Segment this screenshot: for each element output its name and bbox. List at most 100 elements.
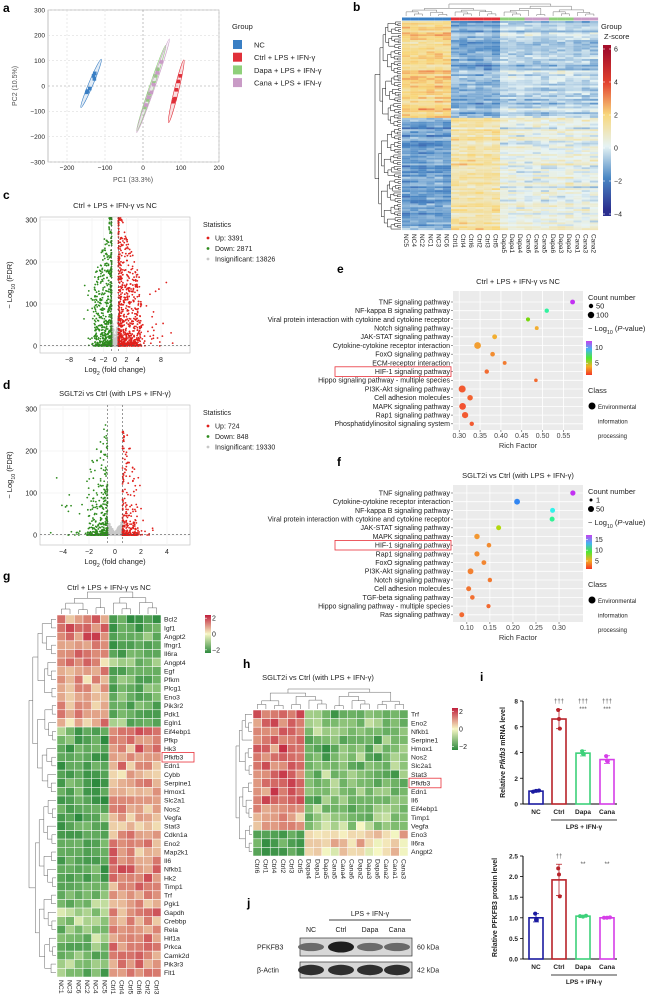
- heatmap-cell: [589, 154, 599, 156]
- heatmap-cell: [491, 180, 501, 183]
- heatmap-cell: [451, 207, 460, 210]
- heatmap-cell: [451, 123, 460, 126]
- heatmap-cell: [467, 51, 476, 54]
- heatmap-cell: [524, 212, 533, 215]
- heatmap-cell: [581, 30, 590, 33]
- heatmap-cell: [402, 157, 411, 160]
- heatmap-cell: [434, 133, 443, 136]
- heatmap-cell: [565, 53, 574, 56]
- heatmap-cell: [442, 222, 452, 225]
- heatmap-cell: [573, 205, 582, 208]
- heatmap-cell: [491, 78, 501, 80]
- heatmap-cell: [549, 186, 558, 189]
- heatmap-cell: [500, 171, 509, 174]
- heatmap-cell: [475, 184, 484, 187]
- heatmap-cell: [475, 68, 484, 71]
- heatmap-cell: [475, 97, 484, 99]
- heatmap-cell: [524, 125, 533, 128]
- heatmap-cell: [508, 199, 517, 202]
- heatmap-cell: [434, 24, 443, 27]
- heatmap-cell: [540, 193, 550, 196]
- heatmap-cell: [426, 79, 435, 82]
- heatmap-cell: [451, 102, 460, 105]
- heatmap-cell: [516, 121, 525, 124]
- heatmap-cell: [451, 155, 460, 158]
- volcano-point-up: [139, 336, 142, 339]
- heatmap-cell: [459, 161, 468, 164]
- heatmap-cell: [402, 38, 411, 41]
- volcano-point-down: [108, 331, 111, 334]
- volcano-point-up: [133, 327, 136, 330]
- heatmap-cell: [426, 136, 435, 139]
- heatmap-cell: [418, 226, 427, 229]
- heatmap-cell: [483, 64, 492, 67]
- heatmap-cell: [565, 192, 574, 194]
- heatmap-cell: [426, 30, 435, 33]
- heatmap-cell: [540, 174, 550, 177]
- heatmap-cell: [451, 167, 460, 170]
- heatmap-cell: [467, 192, 476, 194]
- heatmap-cell: [508, 87, 517, 90]
- volcano-point-up: [136, 286, 139, 289]
- heatmap-cell: [467, 57, 476, 60]
- heatmap-cell: [573, 47, 582, 50]
- heatmap-cell: [532, 83, 541, 86]
- heatmap-cell: [516, 226, 525, 229]
- heatmap-cell: [516, 199, 525, 202]
- heatmap-cell: [524, 167, 533, 170]
- heatmap-cell: [410, 114, 419, 117]
- volcano-point-down: [110, 331, 113, 334]
- heatmap-cell: [573, 182, 582, 185]
- heatmap-cell: [500, 148, 509, 151]
- heatmap-cell: [467, 150, 476, 153]
- heatmap-cell: [402, 45, 411, 48]
- heatmap-cell: [475, 45, 484, 48]
- heatmap-cell: [565, 72, 574, 75]
- volcano-point-up: [120, 264, 122, 267]
- volcano-point-down: [101, 296, 104, 299]
- heatmap-cell: [500, 224, 509, 227]
- heatmap-cell: [508, 106, 517, 109]
- heatmap-cell: [500, 49, 509, 52]
- heatmap-cell: [540, 60, 550, 63]
- heatmap-cell: [426, 72, 435, 75]
- volcano-point-down: [90, 297, 93, 300]
- heatmap-cell: [410, 135, 419, 137]
- heatmap-cell: [402, 91, 411, 94]
- volcano-point-up: [137, 341, 139, 344]
- heatmap-cell: [491, 60, 501, 63]
- heatmap-cell: [467, 228, 476, 231]
- heatmap-cell: [573, 43, 582, 46]
- heatmap-cell: [467, 152, 476, 155]
- heatmap-cell: [418, 89, 427, 92]
- heatmap-cell: [467, 45, 476, 48]
- heatmap-cell: [508, 104, 517, 107]
- heatmap-cell: [442, 119, 452, 122]
- heatmap-cell: [524, 195, 533, 198]
- heatmap-cell: [434, 212, 443, 215]
- heatmap-cell: [532, 22, 541, 25]
- heatmap-cell: [434, 138, 443, 141]
- heatmap-cell: [565, 22, 574, 25]
- heatmap-cell: [402, 220, 411, 223]
- heatmap-cell: [459, 205, 468, 208]
- column-label: Ctrl2: [475, 234, 482, 248]
- heatmap-cell: [581, 22, 590, 25]
- heatmap-cell: [524, 216, 533, 219]
- heatmap-cell: [459, 22, 468, 25]
- heatmap-cell: [540, 224, 550, 227]
- legend-swatch: [233, 65, 242, 75]
- group-bar-segment: [508, 17, 517, 21]
- heatmap-cell: [467, 133, 476, 136]
- heatmap-cell: [573, 197, 582, 200]
- volcano-point-up: [131, 284, 134, 286]
- pca-point: [147, 91, 151, 96]
- heatmap-cell: [557, 98, 566, 101]
- volcano-point-up: [152, 311, 155, 313]
- heatmap-cell: [410, 36, 419, 39]
- heatmap-cell: [549, 30, 558, 33]
- volcano-point-down: [102, 314, 105, 317]
- legend-title: Group: [601, 22, 622, 31]
- volcano-point-up: [129, 255, 132, 258]
